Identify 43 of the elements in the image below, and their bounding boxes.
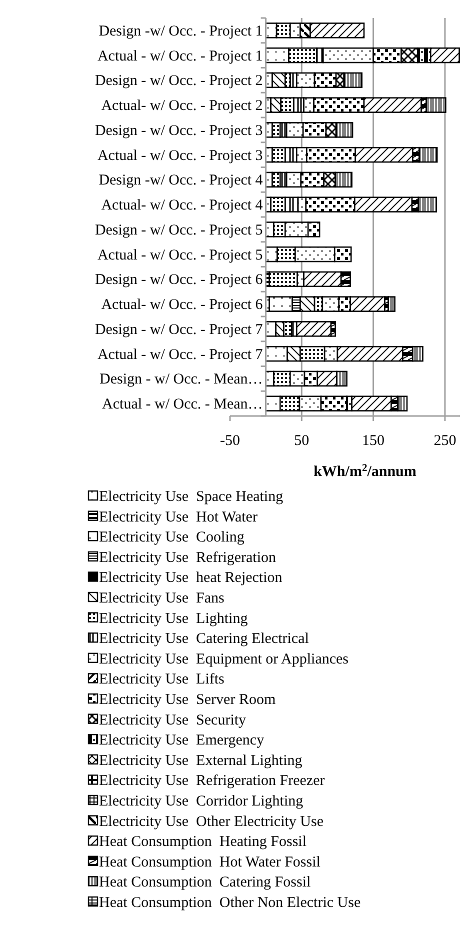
legend-label: Electricity Use External Lighting [99, 752, 303, 769]
y-tick-label: Actual- w/ Occ. - Project 6 [101, 297, 264, 314]
y-tick-label: Design - w/ Occ. - Project 2 [94, 73, 263, 90]
y-tick-label: Actual - w/ Occ. - Project 3 [97, 148, 263, 164]
y-tick-label: Actual - w/ Occ. - Project 5 [97, 247, 263, 264]
y-tick-label: Actual - w/ Occ. - Mean… [102, 396, 263, 413]
legend-label: Electricity Use Refrigeration Freezer [99, 773, 325, 790]
y-tick-label: Actual- w/ Occ. - Project 4 [101, 198, 264, 214]
x-tick-label: 50 [294, 433, 310, 449]
legend-label: Heat Consumption Hot Water Fossil [99, 854, 320, 870]
x-tick-label: 250 [434, 433, 456, 449]
y-tick-label: Design - w/ Occ. - Project 3 [94, 122, 263, 139]
legend-label: Electricity Use Space Heating [99, 489, 284, 505]
legend-label: Electricity Use Hot Water [99, 509, 258, 526]
legend-label: Electricity Use Refrigeration [99, 550, 277, 566]
legend-label: Heat Consumption Catering Fossil [99, 874, 311, 891]
legend-label: Electricity Use Security [99, 712, 247, 728]
y-tick-label: Design - w/ Occ. - Project 6 [94, 272, 264, 288]
legend-label: Electricity Use Server Room [99, 692, 276, 708]
y-tick-label: Design -w/ Occ. - Project 4 [98, 172, 264, 189]
legend-label: Electricity Use Emergency [99, 732, 265, 749]
legend-label: Electricity Use Lifts [99, 672, 225, 688]
legend-label: Electricity Use Lighting [99, 610, 248, 627]
x-tick-label: 150 [362, 433, 385, 449]
legend-label: Electricity Use Corridor Lighting [99, 794, 304, 810]
y-tick-label: Design -w/ Occ. - Project 1 [98, 23, 263, 40]
y-tick-label: Actual - w/ Occ. - Project 1 [97, 48, 263, 64]
legend-label: Electricity Use Fans [99, 590, 225, 606]
x-tick-label: -50 [220, 433, 240, 449]
bar [388, 296, 396, 312]
y-tick-label: Actual- w/ Occ. - Project 2 [101, 98, 263, 114]
legend-label: Electricity Use Equipment or Appliances [99, 651, 349, 668]
legend-label: Electricity Use Other Electricity Use [99, 814, 324, 830]
legend-label: Heat Consumption Heating Fossil [99, 834, 306, 850]
y-tick-label: Design - w/ Occ. - Project 7 [94, 322, 264, 338]
legend-label: Electricity Use Cooling [99, 530, 245, 546]
y-tick-label: Design - w/ Occ. - Mean… [100, 372, 263, 388]
legend-label: Electricity Use heat Rejection [99, 570, 283, 586]
legend-label: Electricity Use Catering Electrical [99, 631, 309, 648]
legend-label: Heat Consumption Other Non Electric Use [99, 895, 361, 911]
y-tick-label: Design - w/ Occ. - Project 5 [94, 222, 263, 238]
x-axis-title: kWh/m$^{2}$/annum [314, 462, 417, 480]
y-tick-label: Actual - w/ Occ. - Project 7 [97, 346, 264, 363]
